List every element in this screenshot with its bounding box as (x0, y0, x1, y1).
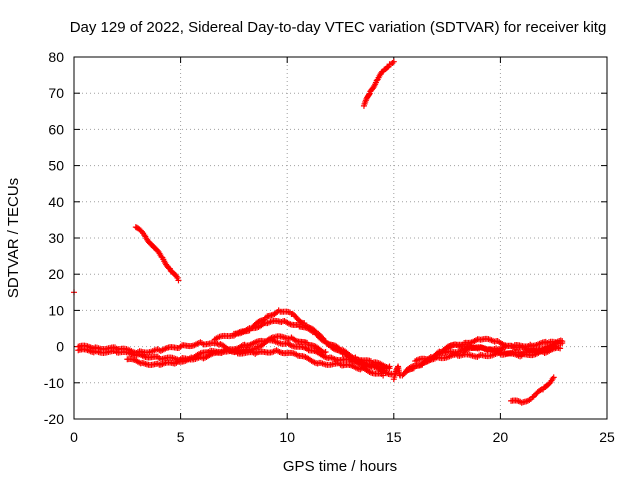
data-point-dense (387, 371, 394, 378)
y-tick-label: 50 (48, 158, 64, 174)
series-track-high-late (360, 58, 397, 109)
series-track-early-descend (132, 224, 182, 284)
y-tick-label: -10 (44, 375, 64, 391)
y-tick-label: 80 (48, 49, 64, 65)
data-point-dense (154, 353, 161, 360)
data-point-dense (171, 360, 178, 367)
data-point-dense (495, 349, 502, 356)
data-point-dense (557, 337, 564, 344)
data-point-dense (323, 340, 330, 347)
data-point-dense (140, 230, 147, 237)
data-point-dense (269, 334, 276, 341)
data-point-dense (346, 356, 353, 363)
x-axis-label: GPS time / hours (283, 458, 397, 475)
data-point-dense (384, 365, 391, 372)
y-tick-label: 0 (56, 339, 64, 355)
data-point-dense (133, 350, 140, 357)
data-point-dense (525, 346, 532, 353)
data-point-dense (396, 372, 403, 379)
data-point-dense (378, 69, 385, 76)
data-point-dense (303, 345, 310, 352)
data-point-dense (378, 370, 385, 377)
data-point-dense (252, 345, 259, 352)
data-point-dense (334, 344, 341, 351)
grid-lines (74, 57, 607, 419)
data-point-dense (235, 348, 242, 355)
data-point-dense (293, 351, 300, 358)
data-point-dense (537, 387, 544, 394)
series-track-base-b (75, 339, 387, 379)
y-tick-label: -20 (44, 411, 64, 427)
data-point-dense (549, 375, 556, 382)
series-track-gap-points (390, 363, 404, 383)
data-point-dense (367, 362, 374, 369)
data-point-dense (335, 360, 342, 367)
y-tick-label: 40 (48, 194, 64, 210)
data-point-dense (176, 345, 183, 352)
series-track-late-rise (508, 374, 557, 406)
data-point-dense (508, 342, 515, 349)
series-track-base-c (124, 333, 329, 368)
data-point-dense (431, 355, 438, 362)
axis-ticks: 0 5 10 15 20 25 -20 -10 0 10 20 30 40 50 60 70 80 (44, 49, 615, 445)
data-point-dense (154, 346, 161, 353)
data-point-dense (555, 344, 562, 351)
x-tick-label: 10 (279, 429, 295, 445)
x-tick-label: 15 (386, 429, 402, 445)
y-tick-label: 10 (48, 302, 64, 318)
y-axis-label: SDTVAR / TECUs (5, 178, 22, 298)
data-point-dense (372, 79, 379, 86)
data-point-dense (366, 91, 373, 98)
data-point-dense (474, 353, 481, 360)
data-point-dense (459, 341, 466, 348)
data-point-dense (321, 349, 328, 356)
chart-title: Day 129 of 2022, Sidereal Day-to-day VTE… (70, 19, 607, 36)
x-tick-label: 5 (177, 429, 185, 445)
y-tick-label: 20 (48, 266, 64, 282)
plot-frame (73, 56, 608, 420)
data-point-dense (336, 345, 343, 352)
y-tick-label: 30 (48, 230, 64, 246)
y-tick-label: 70 (48, 85, 64, 101)
data-point-dense (384, 64, 391, 71)
data-point-dense (147, 241, 154, 248)
data-point-dense (174, 275, 181, 282)
data-point-dense (453, 351, 460, 358)
data-point-dense (366, 90, 373, 97)
y-tick-label: 60 (48, 121, 64, 137)
data-point-dense (320, 337, 327, 344)
data-point-dense (197, 339, 204, 346)
x-tick-label: 20 (493, 429, 509, 445)
x-tick-label: 25 (599, 429, 615, 445)
data-point-dense (298, 319, 305, 326)
data-point-dense (308, 327, 315, 334)
data-point-dense (203, 349, 210, 356)
data-point-dense (389, 60, 396, 67)
data-point-dense (165, 264, 172, 271)
data-point-dense (517, 353, 524, 360)
data-points (71, 58, 566, 406)
data-point-dense (112, 344, 118, 351)
x-tick-label: 0 (70, 429, 78, 445)
series-track-right-d (444, 335, 566, 354)
